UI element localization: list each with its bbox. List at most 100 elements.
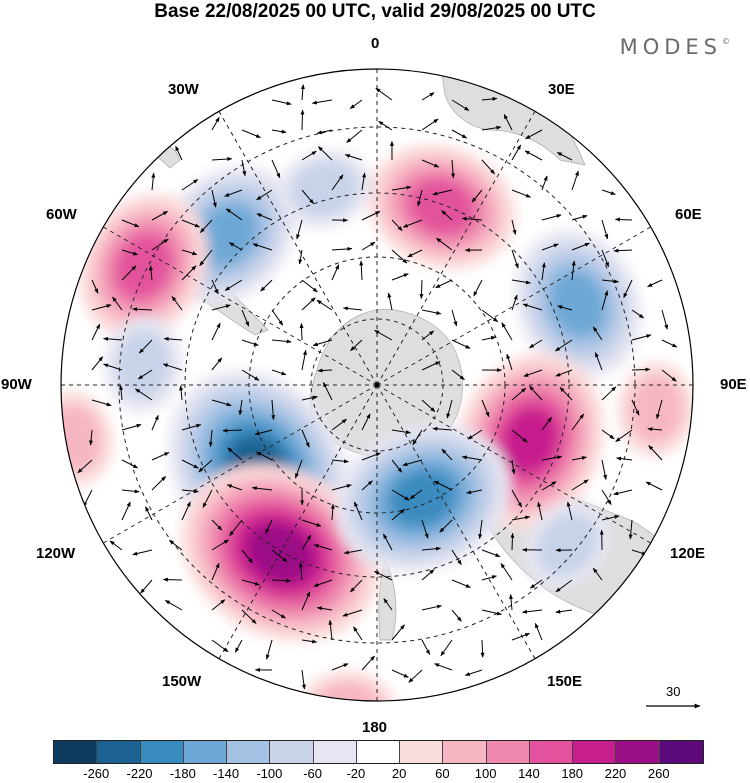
wind-arrow: [473, 279, 483, 297]
wind-arrow: [441, 448, 453, 461]
wind-arrow: [234, 639, 243, 653]
wind-arrow: [151, 238, 169, 251]
wind-arrow: [353, 501, 363, 521]
wind-arrow: [199, 219, 213, 233]
wind-arrow: [541, 262, 546, 281]
wind-arrow: [361, 480, 373, 491]
label-30w: 30W: [168, 81, 199, 98]
wind-arrow: [171, 296, 183, 311]
wind-arrow: [298, 249, 303, 265]
wind-arrow: [528, 339, 543, 349]
wind-arrow: [226, 484, 243, 491]
anomaly-contour: [315, 0, 414, 55]
wind-arrow: [181, 501, 191, 521]
wind-arrow: [523, 369, 543, 377]
wind-arrow: [434, 663, 453, 671]
wind-arrow: [383, 598, 393, 611]
colorbar-cell: [399, 740, 444, 764]
wind-arrow: [566, 501, 573, 521]
wind-arrow: [181, 265, 197, 281]
wind-arrow: [628, 519, 633, 540]
wind-arrow: [541, 214, 562, 221]
wind-arrow: [435, 279, 453, 289]
reference-vector-label: 30: [666, 684, 681, 699]
wind-arrow: [481, 309, 499, 323]
wind-arrow: [556, 151, 573, 161]
label-60w: 60W: [46, 206, 77, 223]
wind-arrow: [211, 189, 217, 208]
wind-arrow: [121, 249, 139, 256]
map-boundary: [60, 68, 694, 702]
wind-arrow: [461, 216, 483, 221]
colorbar-cell: [182, 740, 228, 764]
wind-arrow: [316, 129, 333, 135]
wind-arrow: [181, 459, 199, 469]
wind-arrow: [421, 569, 435, 581]
anomaly-contour: [628, 375, 684, 444]
wind-arrow: [615, 429, 633, 442]
map-title: Base 22/08/2025 00 UTC, valid 29/08/2025…: [154, 1, 596, 22]
wind-arrow: [271, 369, 287, 376]
wind-arrow: [374, 329, 393, 341]
wind-arrow: [439, 519, 453, 533]
wind-arrow: [478, 519, 483, 540]
colorbar-cell: [96, 740, 141, 764]
wind-arrow: [301, 591, 311, 611]
wind-arrow: [299, 323, 304, 341]
anomaly-contour: [115, 330, 171, 399]
wind-arrow: [592, 326, 603, 341]
wind-arrow: [524, 150, 543, 161]
wind-arrow: [256, 451, 273, 461]
colorbar-cell: [269, 740, 314, 764]
wind-arrow: [481, 399, 490, 418]
wind-arrow: [421, 159, 440, 168]
wind-arrow: [361, 241, 376, 251]
anomaly-contour: [114, 233, 173, 299]
wind-arrow: [260, 279, 273, 292]
wind-arrow: [421, 546, 442, 551]
wind-arrow: [421, 118, 439, 131]
wind-arrow: [121, 423, 142, 431]
wind-arrow: [271, 129, 287, 134]
wind-arrow: [506, 353, 513, 371]
wind-arrow: [391, 624, 405, 641]
wind-arrow: [331, 246, 353, 251]
colorbar-cell: [572, 740, 617, 764]
label-180: 180: [362, 719, 388, 736]
wind-arrow: [103, 363, 123, 371]
wind-arrow: [91, 323, 101, 341]
wind-arrow: [109, 540, 123, 551]
wind-arrow: [361, 413, 371, 431]
wind-arrow: [631, 309, 645, 319]
wind-arrow: [361, 452, 381, 461]
wind-arrow: [451, 549, 462, 566]
wind-arrow: [271, 99, 292, 106]
wind-arrow: [301, 395, 318, 401]
wind-arrow: [421, 92, 435, 101]
wind-arrow: [509, 593, 513, 611]
wind-arrow: [511, 144, 522, 161]
colorbar-tick-label: -260: [83, 766, 110, 781]
wind-arrow: [511, 515, 531, 521]
wind-arrow: [391, 249, 408, 264]
wind-arrow: [623, 279, 633, 299]
wind-arrow: [198, 459, 213, 473]
wind-arrow: [601, 386, 617, 401]
wind-arrow: [645, 481, 663, 491]
wind-arrow: [387, 292, 393, 311]
wind-arrow: [88, 429, 93, 446]
wind-arrow: [301, 429, 310, 448]
wind-arrow: [151, 476, 167, 491]
wind-arrow: [222, 428, 243, 433]
wind-arrow: [555, 369, 573, 377]
wind-arrow: [555, 609, 573, 614]
wind-arrow: [132, 307, 153, 312]
wind-arrow: [151, 172, 156, 191]
wind-arrow: [375, 87, 393, 101]
wind-arrow: [382, 533, 393, 551]
wind-arrow: [601, 290, 609, 311]
wind-arrow: [224, 279, 243, 291]
wind-arrow: [254, 429, 273, 436]
wind-arrow: [317, 368, 333, 373]
wind-arrow: [631, 367, 651, 372]
